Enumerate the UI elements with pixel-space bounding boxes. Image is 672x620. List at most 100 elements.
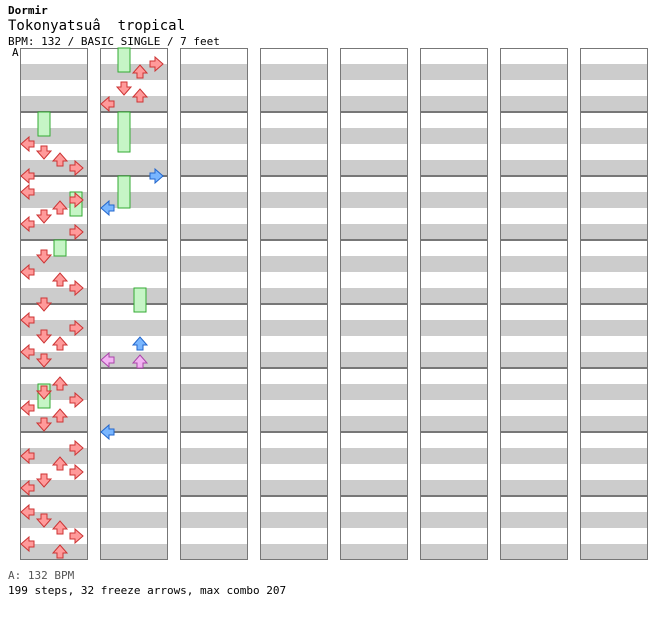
measure-border <box>340 304 408 368</box>
step-arrow <box>69 279 84 297</box>
measure-border <box>100 112 168 176</box>
measure-border <box>420 240 488 304</box>
beat-stripe <box>340 480 408 496</box>
beat-stripe <box>500 320 568 336</box>
step-arrow <box>51 336 69 351</box>
step-arrow <box>100 95 115 113</box>
measure-border <box>100 48 168 112</box>
beat-stripe <box>340 256 408 272</box>
beat-stripe <box>100 224 168 240</box>
beat-stripe <box>180 512 248 528</box>
beat-stripe <box>100 192 168 208</box>
beat-stripe <box>100 256 168 272</box>
step-arrow-eighth <box>131 336 149 351</box>
step-arrow <box>20 183 35 201</box>
chart-stats: 199 steps, 32 freeze arrows, max combo 2… <box>8 584 287 597</box>
beat-stripe <box>580 416 648 432</box>
measure-border <box>260 368 328 432</box>
step-arrow <box>20 311 35 329</box>
step-arrow <box>20 535 35 553</box>
measure-border <box>100 432 168 496</box>
step-arrow <box>51 272 69 287</box>
step-arrow <box>35 473 53 488</box>
step-arrow <box>35 417 53 432</box>
measure-border <box>180 48 248 112</box>
step-arrow <box>35 385 53 400</box>
measure-border <box>580 112 648 176</box>
beat-stripe <box>340 416 408 432</box>
beat-stripe <box>180 64 248 80</box>
beat-stripe <box>420 352 488 368</box>
beat-stripe <box>580 320 648 336</box>
beat-stripe <box>180 352 248 368</box>
measure-border <box>500 112 568 176</box>
beat-stripe <box>20 512 88 528</box>
step-arrow <box>20 503 35 521</box>
step-arrow <box>69 319 84 337</box>
beat-stripe <box>340 512 408 528</box>
step-arrow <box>35 249 53 264</box>
measure-border <box>420 176 488 240</box>
beat-stripe <box>500 544 568 560</box>
bpm-legend: A: 132 BPM <box>8 569 75 582</box>
step-arrow <box>69 223 84 241</box>
measure-border <box>340 48 408 112</box>
song-title: Tokonyatsuâ tropical <box>8 18 186 34</box>
measure-border <box>180 112 248 176</box>
beat-stripe <box>340 352 408 368</box>
beat-stripe <box>420 288 488 304</box>
beat-stripe <box>500 96 568 112</box>
step-arrow <box>20 399 35 417</box>
song-artist: Dormir <box>8 4 48 17</box>
step-arrow <box>131 88 149 103</box>
beat-stripe <box>180 128 248 144</box>
beat-stripe <box>100 384 168 400</box>
step-arrow <box>115 81 133 96</box>
measure-border <box>500 368 568 432</box>
beat-stripe <box>580 224 648 240</box>
beat-stripe <box>580 512 648 528</box>
beat-stripe <box>100 512 168 528</box>
beat-stripe <box>260 416 328 432</box>
beat-stripe <box>180 256 248 272</box>
beat-stripe <box>180 384 248 400</box>
beat-stripe <box>420 544 488 560</box>
measure-border <box>500 176 568 240</box>
measure-border <box>580 304 648 368</box>
beat-stripe <box>260 448 328 464</box>
measure-border <box>20 432 88 496</box>
beat-stripe <box>420 128 488 144</box>
beat-stripe <box>340 64 408 80</box>
beat-stripe <box>180 544 248 560</box>
measure-border <box>180 304 248 368</box>
beat-stripe <box>500 416 568 432</box>
measure-border <box>180 368 248 432</box>
measure-border <box>500 240 568 304</box>
beat-stripe <box>260 160 328 176</box>
beat-stripe <box>100 160 168 176</box>
beat-stripe <box>260 224 328 240</box>
beat-stripe <box>580 64 648 80</box>
beat-stripe <box>580 128 648 144</box>
measure-border <box>260 112 328 176</box>
beat-stripe <box>580 192 648 208</box>
beat-stripe <box>340 224 408 240</box>
beat-stripe <box>180 448 248 464</box>
measure-border <box>260 176 328 240</box>
beat-stripe <box>260 320 328 336</box>
beat-stripe <box>100 480 168 496</box>
step-arrow <box>131 64 149 79</box>
freeze-arrow <box>53 239 67 257</box>
beat-stripe <box>180 320 248 336</box>
beat-stripe <box>340 544 408 560</box>
step-arrow <box>20 167 35 185</box>
step-arrow <box>69 463 84 481</box>
beat-stripe <box>20 288 88 304</box>
step-arrow <box>35 209 53 224</box>
measure-border <box>260 240 328 304</box>
beat-stripe <box>340 320 408 336</box>
measure-border <box>260 496 328 560</box>
measure-border <box>340 240 408 304</box>
measure-border <box>420 496 488 560</box>
measure-border <box>580 368 648 432</box>
